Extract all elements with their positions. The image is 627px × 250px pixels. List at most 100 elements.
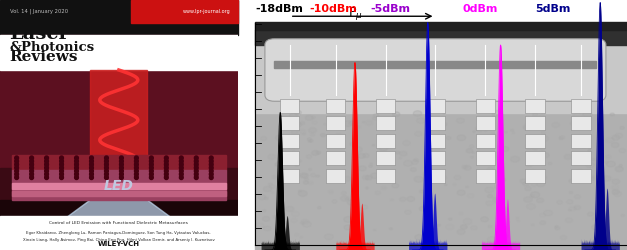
Circle shape [300, 122, 305, 124]
Circle shape [596, 224, 599, 226]
Text: Egor Khaidarov, Zhenglong Lu, Ramon Paniagua-Dominguez, Son Tung Ha, Vytautas Va: Egor Khaidarov, Zhenglong Lu, Ramon Pani… [26, 231, 211, 235]
Circle shape [446, 136, 451, 140]
Circle shape [487, 237, 497, 243]
Bar [12, 170, 226, 200]
Circle shape [463, 218, 472, 224]
Circle shape [530, 192, 540, 198]
Circle shape [258, 194, 266, 200]
Circle shape [357, 126, 361, 128]
Circle shape [295, 164, 298, 166]
Circle shape [381, 186, 386, 190]
Circle shape [164, 176, 168, 180]
Circle shape [540, 136, 549, 141]
Circle shape [350, 120, 354, 122]
Circle shape [276, 135, 284, 141]
Circle shape [506, 221, 509, 224]
Circle shape [569, 209, 571, 211]
Bar [0, 216, 238, 250]
Circle shape [390, 199, 393, 201]
Circle shape [540, 214, 545, 217]
Circle shape [429, 140, 437, 146]
Circle shape [301, 173, 308, 178]
Circle shape [470, 145, 474, 148]
Circle shape [302, 219, 308, 224]
Circle shape [362, 176, 369, 180]
Circle shape [149, 156, 153, 160]
Circle shape [569, 180, 574, 182]
Circle shape [90, 169, 93, 173]
Circle shape [523, 182, 529, 186]
Circle shape [407, 196, 414, 202]
Circle shape [581, 124, 586, 128]
Circle shape [423, 173, 427, 176]
Circle shape [14, 172, 19, 176]
Circle shape [443, 113, 445, 114]
Bar [280, 99, 299, 112]
Circle shape [586, 162, 594, 168]
Circle shape [374, 229, 376, 231]
Circle shape [475, 127, 479, 130]
Circle shape [414, 176, 423, 182]
Bar [571, 116, 591, 130]
Circle shape [598, 222, 606, 228]
Circle shape [75, 162, 78, 166]
Circle shape [354, 131, 357, 133]
Circle shape [75, 159, 78, 163]
Text: Reviews: Reviews [9, 50, 78, 64]
Circle shape [377, 123, 384, 128]
Circle shape [275, 163, 280, 166]
Circle shape [300, 173, 307, 178]
Circle shape [537, 174, 547, 180]
Circle shape [290, 113, 297, 118]
Circle shape [135, 172, 139, 176]
Circle shape [478, 136, 482, 139]
Circle shape [557, 200, 562, 204]
Circle shape [164, 162, 168, 166]
Circle shape [534, 136, 540, 140]
Circle shape [263, 210, 266, 212]
Bar [255, 30, 627, 112]
Circle shape [353, 146, 362, 152]
Circle shape [45, 162, 48, 166]
Circle shape [261, 136, 266, 140]
Circle shape [470, 156, 473, 158]
Circle shape [524, 126, 529, 130]
Circle shape [574, 195, 581, 199]
Circle shape [405, 210, 411, 214]
Circle shape [305, 178, 308, 180]
Circle shape [510, 156, 520, 162]
Circle shape [324, 124, 326, 125]
Circle shape [365, 120, 373, 126]
Circle shape [530, 170, 535, 172]
Circle shape [293, 122, 302, 128]
Circle shape [493, 197, 500, 202]
Text: -5dBm: -5dBm [371, 4, 410, 14]
Circle shape [29, 156, 33, 160]
Circle shape [289, 144, 298, 150]
Circle shape [468, 194, 474, 198]
Circle shape [532, 113, 538, 116]
Circle shape [621, 214, 624, 216]
Circle shape [442, 123, 447, 126]
Circle shape [75, 172, 78, 176]
Circle shape [611, 185, 619, 190]
Bar [326, 116, 345, 130]
Circle shape [149, 159, 153, 163]
Circle shape [308, 181, 314, 184]
Circle shape [265, 197, 268, 200]
Bar [0, 0, 238, 35]
Circle shape [525, 186, 531, 190]
Circle shape [541, 132, 545, 134]
Circle shape [90, 172, 93, 176]
Circle shape [542, 153, 549, 158]
Circle shape [60, 176, 63, 180]
Circle shape [539, 172, 545, 176]
Circle shape [291, 125, 296, 128]
Circle shape [179, 172, 183, 176]
Circle shape [429, 204, 434, 208]
Circle shape [209, 162, 213, 166]
Bar [571, 169, 591, 182]
Bar [476, 134, 495, 147]
Circle shape [432, 180, 436, 183]
Circle shape [90, 166, 93, 170]
